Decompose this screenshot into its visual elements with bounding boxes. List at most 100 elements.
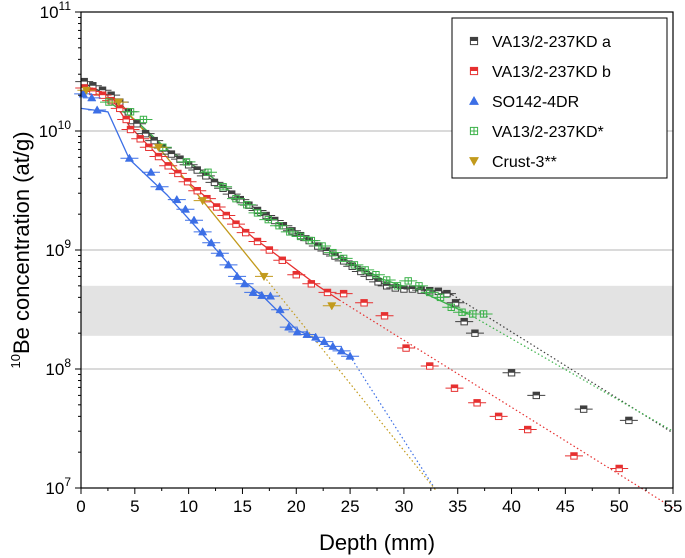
y-axis-title-text: Be concentration (at/g) <box>9 131 34 354</box>
data-point-fill <box>331 252 339 257</box>
data-point-fill <box>266 246 273 250</box>
data-point-fill <box>279 257 286 261</box>
data-point <box>257 290 267 299</box>
data-point-fill <box>133 120 141 124</box>
data-point-fill <box>184 178 191 182</box>
x-tick-label: 30 <box>394 497 413 516</box>
data-point-fill <box>81 84 88 88</box>
data-point-fill <box>242 229 249 233</box>
data-point-fill <box>213 203 220 207</box>
data-point-fill <box>495 413 502 417</box>
data-point <box>319 336 329 346</box>
data-point-fill <box>305 237 313 241</box>
data-point-fill <box>202 172 210 176</box>
data-point-fill <box>137 135 144 139</box>
data-point-fill <box>174 170 182 174</box>
y-tick-label: 1010 <box>39 118 72 141</box>
data-point-fill <box>194 187 201 191</box>
data-point-fill <box>168 150 175 155</box>
data-point-fill <box>360 299 368 303</box>
data-point <box>468 95 480 105</box>
data-point <box>311 332 321 341</box>
y-tick-label: 108 <box>45 356 71 379</box>
data-point-fill <box>271 217 278 221</box>
data-point <box>223 260 234 269</box>
data-point-fill <box>81 78 88 82</box>
data-point-fill <box>308 280 315 284</box>
data-point-fill <box>470 37 478 41</box>
data-point-fill <box>452 299 459 303</box>
data-point-fill <box>262 212 270 216</box>
data-point-fill <box>409 285 416 290</box>
y-axis-title: 10Be concentration (at/g) <box>8 131 34 368</box>
series-4 <box>77 86 341 311</box>
data-point <box>153 143 164 152</box>
data-point <box>189 215 199 224</box>
data-point <box>197 197 208 206</box>
data-point-fill <box>340 290 347 294</box>
data-point-fill <box>99 87 106 91</box>
y-tick-label: 1011 <box>40 0 72 22</box>
series-2 <box>74 89 360 360</box>
data-point-fill <box>324 289 331 293</box>
data-point <box>87 93 97 102</box>
data-point-fill <box>176 155 184 160</box>
data-point <box>114 98 124 107</box>
data-point-fill <box>245 201 253 206</box>
data-point-fill <box>89 82 97 86</box>
data-point-fill <box>107 91 115 96</box>
x-tick-label: 10 <box>179 497 198 516</box>
data-point-fill <box>625 417 633 421</box>
data-point-fill <box>443 290 451 294</box>
data-point <box>259 272 269 282</box>
data-point-fill <box>288 227 296 231</box>
data-point <box>197 227 208 236</box>
x-tick-label: 35 <box>448 497 467 516</box>
data-point-fill <box>460 318 468 322</box>
data-point-fill <box>194 166 201 171</box>
data-point-fill <box>570 452 578 456</box>
extrapolation-line <box>468 313 674 432</box>
x-tick-label: 40 <box>502 497 521 516</box>
data-point <box>172 194 182 204</box>
data-point <box>81 86 92 95</box>
data-point-fill <box>383 282 390 286</box>
x-tick-label: 55 <box>664 497 683 516</box>
x-tick-label: 45 <box>556 497 575 516</box>
data-point <box>328 341 338 350</box>
data-point-fill <box>142 130 149 134</box>
y-tick-label: 107 <box>45 475 71 498</box>
data-point <box>146 167 156 176</box>
y-axis-title-superscript: 10 <box>8 354 23 368</box>
data-point <box>292 327 302 336</box>
data-point-fill <box>392 284 399 288</box>
data-point-fill <box>293 271 300 275</box>
data-point-fill <box>508 369 515 373</box>
legend-label: VA13/2-237KD a <box>492 34 611 51</box>
data-point-fill <box>471 329 479 334</box>
data-point-fill <box>150 137 158 141</box>
x-tick-label: 25 <box>341 497 360 516</box>
data-point-fill <box>473 399 481 403</box>
data-point-fill <box>254 238 261 242</box>
data-point <box>180 204 191 213</box>
data-point-fill <box>400 285 408 290</box>
legend-label: SO142-4DR <box>492 94 579 111</box>
data-point-fill <box>125 108 132 112</box>
legend: VA13/2-237KD a VA13/2-237KD b SO142-4DR … <box>451 17 668 179</box>
data-point-fill <box>381 312 388 316</box>
data-point-fill <box>164 162 172 166</box>
x-tick-label: 0 <box>76 497 85 516</box>
data-point <box>265 291 276 300</box>
data-point <box>215 248 225 257</box>
data-point <box>275 304 285 314</box>
data-point <box>468 157 480 167</box>
data-point <box>327 302 337 311</box>
data-point-fill <box>116 105 123 109</box>
data-point <box>232 271 242 280</box>
data-point-fill <box>211 179 218 183</box>
data-point-fill <box>314 242 321 247</box>
data-point-fill <box>228 190 235 195</box>
x-tick-label: 50 <box>610 497 629 516</box>
